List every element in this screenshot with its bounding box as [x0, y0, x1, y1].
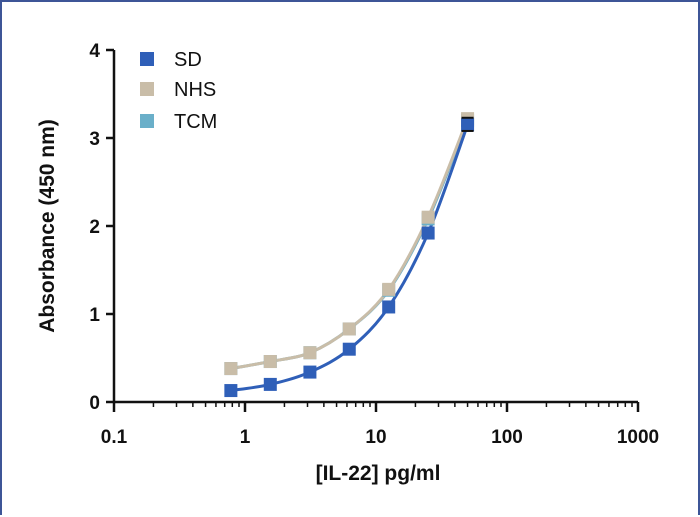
point-nhs-0: [224, 362, 238, 376]
point-sd-5: [421, 226, 435, 240]
point-sd-1: [263, 377, 277, 391]
y-axis-title: Absorbance (450 nm): [36, 119, 59, 333]
point-nhs-4: [382, 282, 396, 296]
x-tick-label-4: 1000: [617, 427, 659, 448]
x-tick-label-3: 100: [491, 427, 523, 448]
x-axis-title: [IL-22] pg/ml: [316, 462, 441, 485]
x-tick-label-0: 0.1: [101, 427, 128, 448]
point-sd-2: [303, 365, 317, 379]
point-nhs-3: [342, 322, 356, 336]
legend-swatch-sd: [140, 52, 154, 66]
point-nhs-5: [421, 210, 435, 224]
x-tick-label-1: 1: [240, 427, 251, 448]
point-sd-3: [342, 342, 356, 356]
axes: 0 1 2 3 4 0.1 1 10 100 1000: [89, 41, 659, 448]
legend-label-sd: SD: [174, 49, 202, 71]
point-nhs-1: [263, 355, 277, 369]
y-tick-label-0: 0: [89, 393, 100, 414]
legend-swatch-nhs: [140, 82, 154, 96]
point-sd-0: [224, 384, 238, 398]
y-tick-label-2: 2: [89, 217, 100, 238]
y-tick-label-4: 4: [89, 41, 100, 62]
data-markers: [224, 112, 475, 398]
point-nhs-2: [303, 346, 317, 360]
legend-swatch-tcm: [140, 114, 154, 128]
x-tick-label-2: 10: [365, 427, 386, 448]
y-tick-label-1: 1: [89, 305, 100, 326]
point-sd-6: [461, 118, 475, 132]
legend: SD NHS TCM: [140, 49, 217, 133]
point-sd-4: [382, 300, 396, 314]
legend-label-tcm: TCM: [174, 111, 217, 133]
y-tick-label-3: 3: [89, 129, 100, 150]
legend-label-nhs: NHS: [174, 79, 216, 101]
